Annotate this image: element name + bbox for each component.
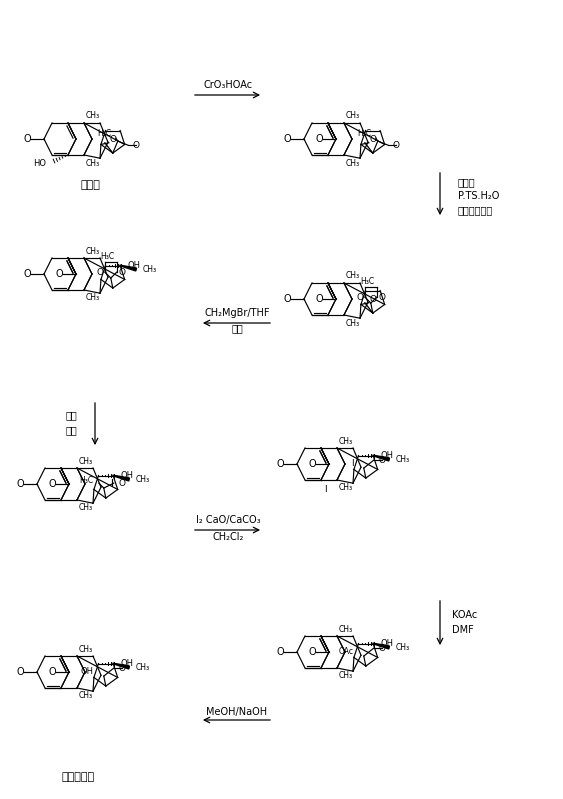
Text: O: O <box>308 459 316 469</box>
Text: CH₃: CH₃ <box>142 265 157 274</box>
Text: 原起物: 原起物 <box>80 180 100 190</box>
Text: CH₃: CH₃ <box>79 691 93 701</box>
Text: O: O <box>379 455 386 464</box>
Text: O: O <box>356 292 363 301</box>
Text: O: O <box>315 134 323 144</box>
Text: CH₃: CH₃ <box>395 455 409 464</box>
Text: 乙醇: 乙醇 <box>65 410 77 420</box>
Text: O: O <box>283 294 291 304</box>
Text: H₃C: H₃C <box>101 252 115 260</box>
Text: CH₃: CH₃ <box>346 112 360 121</box>
Text: OH: OH <box>120 659 133 668</box>
Text: O: O <box>16 667 24 677</box>
Text: CH₃: CH₃ <box>339 671 353 681</box>
Text: CH₃: CH₃ <box>86 247 100 256</box>
Text: CH₂Cl₂: CH₂Cl₂ <box>212 532 244 542</box>
Text: H₃C: H₃C <box>80 475 94 484</box>
Text: I: I <box>324 486 327 495</box>
Text: O: O <box>379 643 386 653</box>
Text: O: O <box>109 135 117 145</box>
Text: CH₃: CH₃ <box>339 436 353 446</box>
Text: I₂ CaO/CaCO₃: I₂ CaO/CaCO₃ <box>196 515 260 525</box>
Text: CH₃: CH₃ <box>346 319 360 328</box>
Text: CH₃: CH₃ <box>135 475 149 484</box>
Text: O: O <box>393 141 400 149</box>
Text: CH₃: CH₃ <box>346 158 360 168</box>
Text: CH₃: CH₃ <box>339 625 353 634</box>
Text: O: O <box>283 134 291 144</box>
Text: CH₃: CH₃ <box>79 645 93 654</box>
Text: O: O <box>48 479 56 489</box>
Text: CrO₃HOAc: CrO₃HOAc <box>203 80 253 90</box>
Text: O: O <box>23 134 31 144</box>
Text: HO: HO <box>33 160 46 169</box>
Text: O: O <box>48 667 56 677</box>
Polygon shape <box>113 663 129 669</box>
Text: OAc: OAc <box>339 646 354 656</box>
Text: MeOH/NaOH: MeOH/NaOH <box>207 707 267 717</box>
Text: OH: OH <box>381 451 394 460</box>
Text: O: O <box>315 294 323 304</box>
Text: 甲基强尼松: 甲基强尼松 <box>61 772 95 782</box>
Text: CH₃: CH₃ <box>135 663 149 672</box>
Text: OH: OH <box>81 666 94 676</box>
Text: 甲苯: 甲苯 <box>231 323 243 333</box>
Text: KOAc: KOAc <box>452 610 477 620</box>
Text: O: O <box>119 664 126 673</box>
Text: OH: OH <box>381 639 394 648</box>
Text: O: O <box>308 647 316 657</box>
Text: CH₃: CH₃ <box>346 272 360 280</box>
Text: CH₃: CH₃ <box>339 483 353 492</box>
Text: OH: OH <box>120 471 133 480</box>
Text: H₃C: H₃C <box>358 129 372 137</box>
Text: DMF: DMF <box>452 625 473 635</box>
Text: 盐酸: 盐酸 <box>65 425 77 435</box>
Text: CH₃: CH₃ <box>395 643 409 652</box>
Text: O: O <box>119 479 126 487</box>
Text: 乙二醇: 乙二醇 <box>458 177 476 187</box>
Text: O: O <box>133 141 140 149</box>
Polygon shape <box>113 475 129 481</box>
Polygon shape <box>373 643 390 649</box>
Text: O: O <box>378 292 385 301</box>
Text: O: O <box>55 269 63 279</box>
Text: O: O <box>276 647 284 657</box>
Polygon shape <box>120 265 136 271</box>
Text: H₃C: H₃C <box>361 276 375 285</box>
Text: OH: OH <box>127 261 140 270</box>
Text: O: O <box>118 268 126 276</box>
Text: I: I <box>351 459 354 467</box>
Text: CH₃: CH₃ <box>86 293 100 303</box>
Text: O: O <box>16 479 24 489</box>
Text: 原甲酸三乙酯: 原甲酸三乙酯 <box>458 205 493 215</box>
Text: O: O <box>96 268 103 276</box>
Text: O: O <box>369 135 376 145</box>
Text: CH₃: CH₃ <box>79 503 93 512</box>
Text: CH₃: CH₃ <box>86 112 100 121</box>
Text: CH₃: CH₃ <box>79 456 93 466</box>
Text: P.TS.H₂O: P.TS.H₂O <box>458 191 499 201</box>
Text: CH₃: CH₃ <box>86 158 100 168</box>
Polygon shape <box>373 455 390 461</box>
Text: O: O <box>276 459 284 469</box>
Text: O: O <box>369 296 376 304</box>
Text: CH₂MgBr/THF: CH₂MgBr/THF <box>204 308 270 318</box>
Text: H₃C: H₃C <box>97 129 112 137</box>
Text: O: O <box>23 269 31 279</box>
